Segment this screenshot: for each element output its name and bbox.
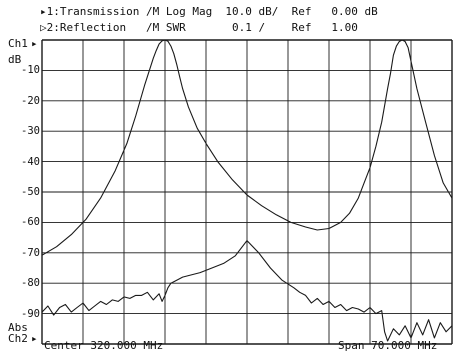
channel2-scale-label: Abs [8, 321, 28, 334]
y-tick-label: -40 [21, 155, 40, 168]
span-frequency-label: Span 70.000 MHz [338, 339, 438, 352]
y-tick-label: -70 [21, 246, 40, 259]
header-trace1-line: ▸1:Transmission /M Log Mag 10.0 dB/ Ref … [40, 5, 378, 18]
y-tick-label: -30 [21, 125, 40, 138]
center-frequency-label: Center 320.000 MHz [44, 339, 164, 352]
y-tick-label: -80 [21, 277, 40, 290]
channel1-reference-marker: ▸ [31, 37, 38, 50]
channel2-label: Ch2 [8, 332, 28, 345]
header-trace2-line: ▷2:Reflection /M SWR 0.1 / Ref 1.00 [40, 21, 358, 34]
y-tick-label: -90 [21, 307, 40, 320]
y-tick-label: -50 [21, 186, 40, 198]
y-axis-unit-label: dB [8, 53, 22, 66]
y-tick-label: -10 [21, 64, 40, 77]
transmission-trace [41, 39, 453, 256]
channel1-label: Ch1 [8, 37, 28, 50]
channel2-reference-marker: ▸ [31, 332, 38, 345]
y-tick-label: -20 [21, 94, 40, 107]
reflection-trace [41, 240, 453, 342]
y-tick-label: -60 [21, 216, 40, 229]
